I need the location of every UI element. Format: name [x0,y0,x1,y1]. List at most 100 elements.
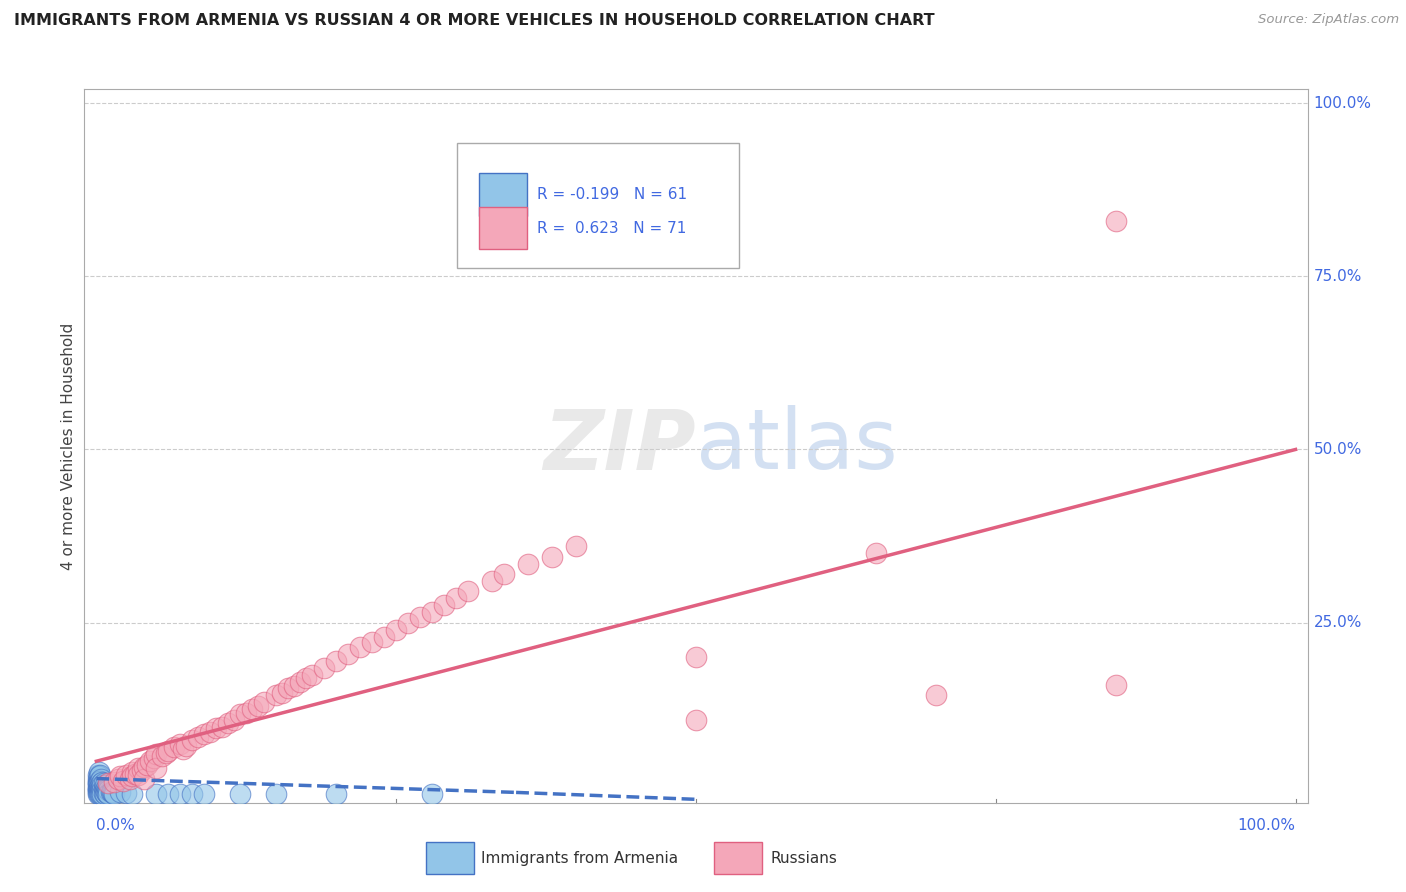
Text: 100.0%: 100.0% [1237,818,1295,833]
Point [235,706,257,720]
Point [172,741,194,756]
Point [127,768,149,782]
Point [349,640,371,654]
Point [93,786,115,800]
Text: atlas: atlas [696,406,897,486]
Point [93,783,115,797]
Point [91,779,114,793]
Point [89,787,111,801]
Point [337,647,360,661]
Point [97,787,120,801]
Point [396,615,419,630]
Text: 100.0%: 100.0% [1313,95,1372,111]
Point [240,702,263,716]
Point [97,776,120,790]
Point [131,763,153,777]
Point [96,781,118,796]
Point [247,698,270,713]
Point [385,623,408,637]
Point [373,630,395,644]
Point [86,785,108,799]
Point [685,650,707,665]
Point [86,780,108,795]
Point [90,784,112,798]
Point [217,716,239,731]
Point [87,769,110,783]
Point [103,775,125,789]
Point [325,788,347,802]
Point [229,707,252,722]
Point [290,674,312,689]
Point [107,772,129,786]
Point [121,769,143,783]
Text: Russians: Russians [770,851,838,865]
Point [145,761,167,775]
Point [283,680,305,694]
Text: 50.0%: 50.0% [1313,442,1362,457]
Point [205,721,228,735]
Point [127,761,149,775]
Point [494,567,516,582]
Point [457,584,479,599]
Point [91,783,114,797]
Point [91,787,114,801]
Point [565,540,588,554]
Point [89,785,111,799]
Point [193,788,215,802]
Point [103,787,125,801]
Point [86,781,108,796]
Point [94,785,117,799]
Point [87,773,110,788]
Point [90,780,112,795]
Point [115,768,138,782]
Point [169,737,191,751]
Point [96,786,118,800]
Point [93,776,115,790]
Point [145,787,167,801]
Point [89,768,111,782]
Point [155,746,177,760]
Point [101,785,124,799]
Point [1105,214,1128,228]
Point [90,772,112,786]
Y-axis label: 4 or more Vehicles in Household: 4 or more Vehicles in Household [60,322,76,570]
Point [87,780,110,795]
Point [134,772,156,786]
Text: ZIP: ZIP [543,406,696,486]
Point [420,788,443,802]
Point [169,788,191,802]
Point [89,773,111,788]
Text: R = -0.199   N = 61: R = -0.199 N = 61 [537,186,688,202]
Point [685,713,707,727]
Point [361,635,384,649]
Point [121,787,143,801]
Point [229,788,252,802]
FancyBboxPatch shape [479,173,527,216]
Point [444,591,467,606]
Point [110,785,132,799]
Point [163,740,186,755]
Point [420,605,443,619]
Point [174,739,197,753]
Point [139,754,162,768]
Point [111,773,134,788]
Point [86,783,108,797]
Text: 75.0%: 75.0% [1313,268,1362,284]
Point [157,787,180,801]
Point [277,681,299,696]
Point [314,661,336,675]
Point [89,779,111,793]
Text: Source: ZipAtlas.com: Source: ZipAtlas.com [1258,13,1399,27]
Point [409,610,432,624]
Point [87,787,110,801]
Point [134,760,156,774]
Point [90,787,112,801]
Point [91,775,114,789]
Point [157,744,180,758]
Point [325,654,347,668]
Point [264,788,287,802]
Point [86,779,108,793]
Point [86,772,108,786]
Point [264,689,287,703]
Point [94,780,117,795]
